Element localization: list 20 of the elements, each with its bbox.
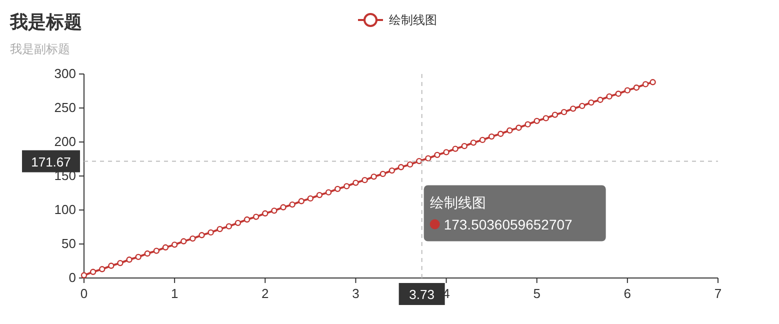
x-tick-label: 1	[170, 286, 178, 301]
legend-label: 绘制线图	[389, 13, 437, 27]
x-tick-label: 6	[624, 286, 632, 301]
y-tick-label: 250	[54, 100, 76, 115]
ref-line-label: 3.73	[409, 287, 434, 302]
annotation: 173.5036059652707	[444, 216, 573, 232]
y-tick-label: 200	[54, 134, 76, 149]
x-tick-label: 2	[262, 286, 269, 301]
y-tick-label: 300	[54, 66, 76, 81]
y-tick-label: 0	[68, 270, 76, 285]
x-tick-label: 5	[533, 286, 540, 301]
x-tick-label: 7	[714, 286, 722, 301]
chart-title: 我是标题	[9, 12, 82, 32]
x-tick-label: 0	[80, 286, 88, 301]
y-tick-label: 100	[54, 202, 76, 217]
ref-line-label: 171.67	[31, 154, 71, 170]
annotation: 绘制线图	[430, 194, 486, 210]
chart-subtitle: 我是副标题	[10, 42, 70, 56]
x-tick-label: 3	[352, 286, 360, 301]
y-tick-label: 50	[62, 236, 76, 251]
